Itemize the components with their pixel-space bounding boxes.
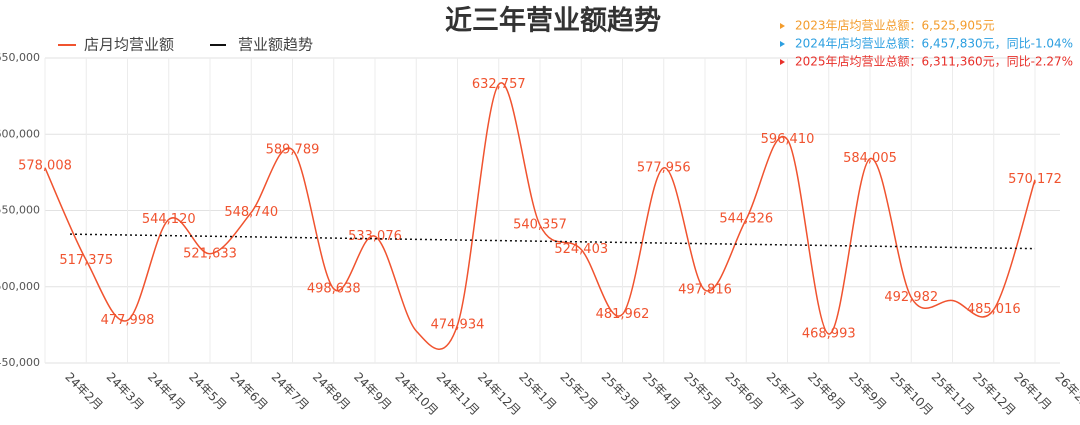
x-tick-label: 25年3月 [599,370,642,413]
y-tick-label: 550,000 [0,204,40,217]
annotation-bullet [780,59,785,65]
y-tick-label: 600,000 [0,127,40,140]
x-tick-label: 25年9月 [846,370,889,413]
x-tick-label: 25年12月 [970,370,1018,418]
x-tick-label: 24年7月 [269,370,312,413]
annotation: 2025年店均营业总额：6,311,360元，同比-2.27% [795,55,1073,69]
x-tick-label: 26年2月 [1052,370,1080,413]
x-tick-label: 25年5月 [681,370,724,413]
data-label: 521,633 [183,246,237,261]
data-label: 533,076 [348,229,402,244]
data-label: 468,993 [802,327,856,342]
x-tick-label: 24年3月 [104,370,147,413]
x-tick-label: 24年4月 [145,370,188,413]
line-series [44,82,1036,350]
annotation: 2023年店均营业总额：6,525,905元 [795,19,995,33]
data-label: 548,740 [224,205,278,220]
trend-line [69,233,1036,250]
x-tick-label: 24年2月 [62,370,105,413]
legend-label: 店月均营业额 [84,36,174,54]
x-tick-label: 24年6月 [227,370,270,413]
data-label: 544,326 [719,212,773,227]
data-label: 578,008 [18,158,72,173]
data-label: 596,410 [761,132,815,147]
x-tick-label: 24年8月 [310,370,353,413]
x-tick-label: 24年12月 [475,370,523,418]
data-label: 544,120 [142,212,196,227]
data-label: 497,816 [678,283,732,298]
data-label: 474,934 [431,317,485,332]
data-label: 632,757 [472,77,526,92]
x-tick-label: 24年9月 [351,370,394,413]
x-tick-label: 25年6月 [722,370,765,413]
data-label: 481,962 [596,307,650,322]
data-label: 524,403 [554,242,608,257]
x-tick-label: 25年4月 [640,370,683,413]
data-label: 540,357 [513,218,567,233]
x-tick-label: 25年11月 [929,370,977,418]
data-label: 577,956 [637,160,691,175]
x-tick-label: 25年8月 [805,370,848,413]
annotation-bullet [780,23,785,29]
data-label: 492,982 [884,290,938,305]
x-tick-label: 24年5月 [186,370,229,413]
data-label: 589,789 [266,142,320,157]
data-label: 570,172 [1008,172,1062,187]
legend-label: 营业额趋势 [238,36,313,54]
y-tick-label: 450,000 [0,356,40,369]
x-tick-label: 24年10月 [392,370,440,418]
annotation-bullet [780,41,785,47]
data-label: 485,016 [967,302,1021,317]
chart-title: 近三年营业额趋势 [445,5,661,37]
data-label: 477,998 [101,313,155,328]
x-tick-label: 25年10月 [887,370,935,418]
data-label: 517,375 [59,253,113,268]
annotation: 2024年店均营业总额：6,457,830元，同比-1.04% [795,37,1073,51]
x-tick-label: 25年7月 [764,370,807,413]
x-tick-label: 24年11月 [434,370,482,418]
y-tick-label: 650,000 [0,51,40,64]
x-tick-label: 25年2月 [557,370,600,413]
data-label: 584,005 [843,151,897,166]
y-tick-label: 500,000 [0,280,40,293]
data-label: 498,638 [307,281,361,296]
